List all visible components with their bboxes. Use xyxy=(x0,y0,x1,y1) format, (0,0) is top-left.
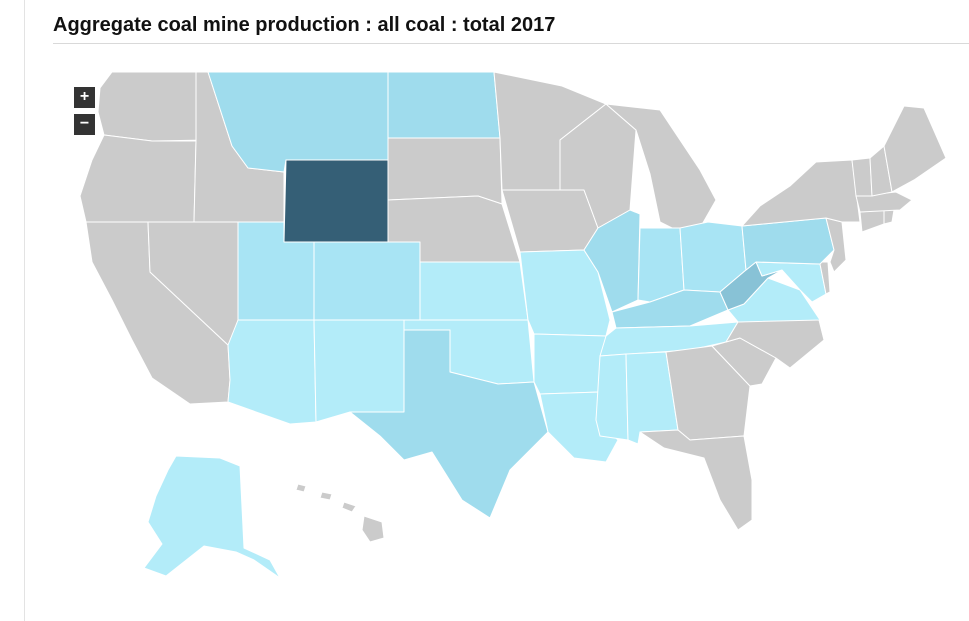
state-sd[interactable] xyxy=(387,137,503,205)
state-vt[interactable] xyxy=(851,157,873,197)
state-hi[interactable] xyxy=(295,483,385,543)
state-ct[interactable] xyxy=(859,209,885,233)
left-rail xyxy=(0,0,25,621)
state-nm[interactable] xyxy=(313,319,405,423)
state-ar[interactable] xyxy=(533,333,607,395)
state-fl[interactable] xyxy=(639,429,753,531)
state-ri[interactable] xyxy=(883,209,895,225)
state-co[interactable] xyxy=(313,241,421,321)
state-ak[interactable] xyxy=(143,455,281,579)
state-ks[interactable] xyxy=(419,261,529,321)
state-me[interactable] xyxy=(883,105,947,193)
page-title: Aggregate coal mine production : all coa… xyxy=(53,14,556,36)
state-wy[interactable] xyxy=(283,159,389,243)
state-tx[interactable] xyxy=(349,329,549,519)
state-ms[interactable] xyxy=(595,353,629,441)
state-il[interactable] xyxy=(583,209,641,313)
zoom-in-button[interactable]: + xyxy=(74,87,95,108)
state-ny[interactable] xyxy=(741,159,861,227)
state-or[interactable] xyxy=(79,134,197,223)
state-nd[interactable] xyxy=(387,71,501,139)
state-pa[interactable] xyxy=(741,217,835,271)
state-ia[interactable] xyxy=(501,189,599,253)
zoom-out-button[interactable]: − xyxy=(74,114,95,135)
state-az[interactable] xyxy=(227,319,317,425)
state-wa[interactable] xyxy=(97,71,209,142)
title-divider xyxy=(53,43,969,44)
state-in[interactable] xyxy=(637,227,685,303)
